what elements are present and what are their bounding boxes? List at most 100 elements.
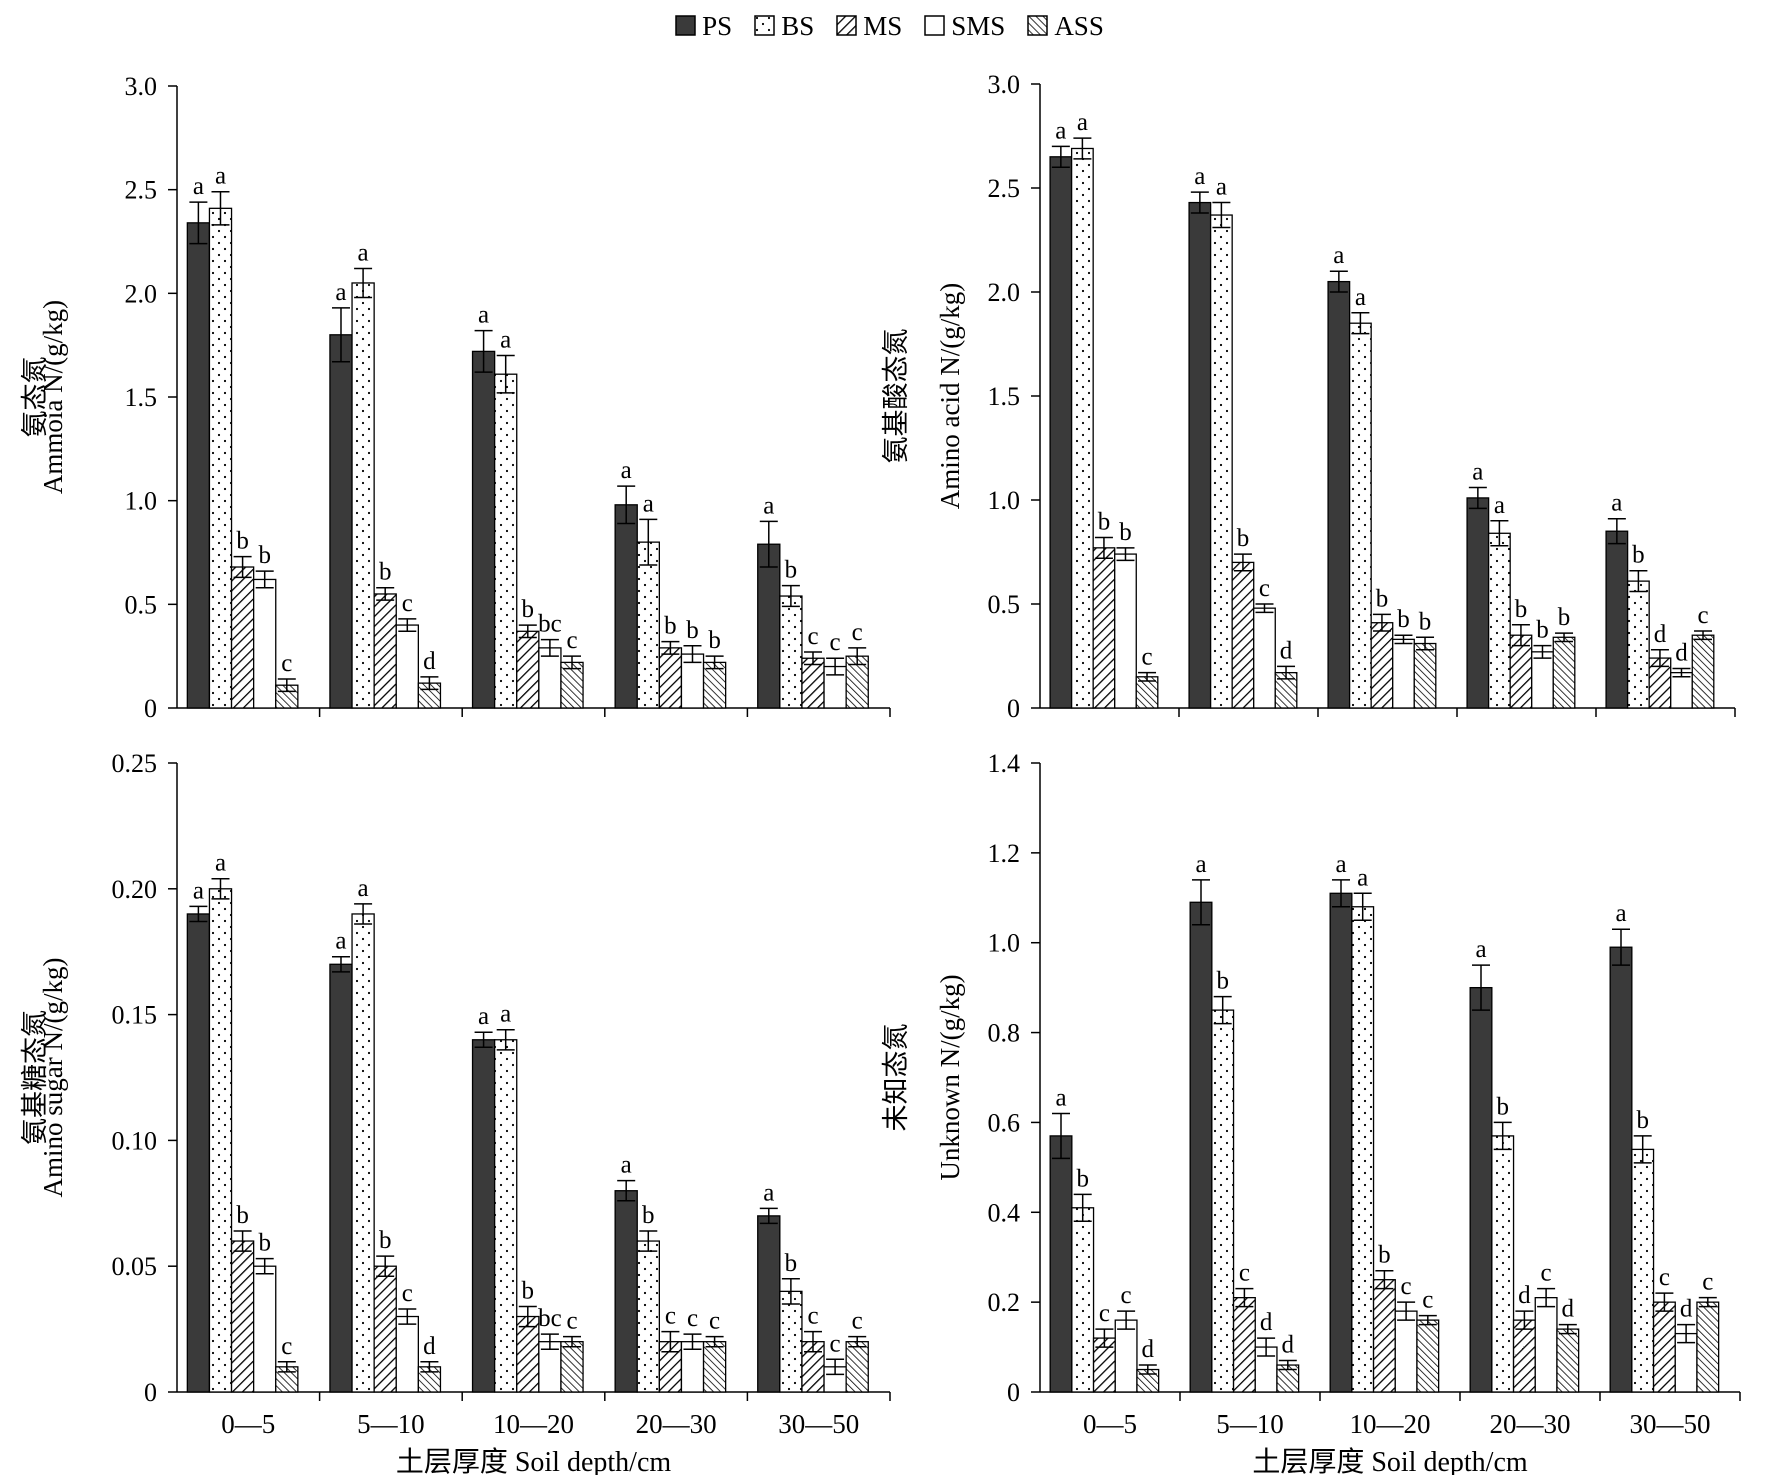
bar-ps (329, 963, 353, 1393)
bar-ass (702, 1341, 727, 1393)
significance-letter: d (1680, 1296, 1693, 1323)
bar-ms (1231, 561, 1255, 709)
bar-ps (186, 222, 211, 709)
y-axis-title-cn: 氨基糖态氮 (20, 1010, 50, 1145)
y-axis-title-cn: 氨态氮 (20, 357, 50, 438)
bar-bs (779, 1290, 803, 1393)
bar-ms (801, 657, 825, 709)
significance-letter: c (709, 1308, 720, 1335)
bar-ass (1696, 1301, 1720, 1393)
significance-letter: a (1355, 284, 1366, 311)
legend-swatch-bs (754, 15, 775, 36)
significance-letter: b (1237, 525, 1250, 552)
bar-sms (1114, 1319, 1138, 1393)
y-tick-label: 0.05 (112, 1252, 158, 1281)
bar-ps (1188, 201, 1212, 709)
bar-ms (658, 647, 683, 709)
significance-letter: a (1335, 851, 1346, 878)
significance-letter: a (500, 327, 511, 354)
significance-letter: b (379, 1227, 392, 1254)
significance-letter: d (1260, 1309, 1273, 1336)
significance-letter: c (566, 627, 577, 654)
significance-letter: a (478, 1003, 489, 1030)
bar-ms (1512, 1319, 1536, 1393)
bar-bs (1626, 580, 1650, 709)
significance-letter: a (215, 163, 226, 190)
bar-ass (845, 1341, 869, 1393)
bar-sms (1253, 607, 1276, 709)
significance-letter: d (1654, 621, 1667, 648)
significance-letter: a (1077, 109, 1088, 136)
significance-letter: b (236, 528, 249, 555)
legend-item-sms: SMS (924, 12, 1005, 40)
y-tick-label: 0.20 (112, 875, 158, 904)
x-tick-label: 0—5 (221, 1409, 275, 1439)
significance-letter: b (642, 1202, 655, 1229)
bar-bs (1209, 214, 1233, 709)
bar-sms (252, 578, 277, 709)
bar-ass (1552, 636, 1576, 709)
significance-letter: a (1475, 936, 1486, 963)
significance-letter: a (193, 173, 204, 200)
bar-bs (351, 913, 375, 1393)
bar-ps (1609, 946, 1633, 1393)
bar-bs (1351, 906, 1375, 1393)
significance-letter: c (1697, 602, 1708, 629)
significance-letter: c (830, 1330, 841, 1357)
y-tick-label: 1.4 (988, 749, 1021, 778)
significance-letter: c (281, 1333, 292, 1360)
bar-sms (1114, 553, 1137, 709)
y-tick-label: 0.5 (988, 590, 1021, 619)
y-tick-label: 0.8 (988, 1019, 1021, 1048)
significance-letter: c (281, 650, 292, 677)
x-tick-label: 10—20 (1350, 1409, 1431, 1439)
y-tick-label: 1.0 (125, 487, 158, 516)
significance-letter: a (1055, 117, 1066, 144)
bar-ms (1652, 1301, 1676, 1393)
significance-letter: c (830, 629, 841, 656)
significance-letter: a (621, 1152, 632, 1179)
bar-bs (1631, 1148, 1655, 1393)
significance-letter: d (1142, 1336, 1155, 1363)
significance-letter: c (1141, 644, 1152, 671)
significance-letter: b (1376, 585, 1389, 612)
significance-letter: bc (538, 611, 562, 638)
significance-letter: d (1518, 1282, 1531, 1309)
x-tick-label: 20—30 (1490, 1409, 1571, 1439)
significance-letter: c (687, 1305, 698, 1332)
significance-letter: b (1397, 606, 1410, 633)
bar-ms (516, 1315, 540, 1393)
significance-letter: b (1378, 1242, 1391, 1269)
bar-ps (471, 350, 496, 709)
bar-ps (757, 1215, 781, 1393)
significance-letter: a (500, 1001, 511, 1028)
significance-letter: c (807, 623, 818, 650)
significance-letter: a (1055, 1084, 1066, 1111)
bar-bs (493, 1039, 518, 1393)
significance-letter: b (1119, 519, 1132, 546)
legend-label-ass: ASS (1054, 10, 1104, 41)
significance-letter: c (566, 1308, 577, 1335)
y-tick-label: 0.2 (988, 1288, 1021, 1317)
y-tick-label: 2.0 (988, 278, 1021, 307)
x-tick-label: 30—50 (1630, 1409, 1711, 1439)
significance-letter: c (1702, 1269, 1713, 1296)
y-tick-label: 1.5 (125, 383, 158, 412)
bar-ms (230, 1240, 255, 1393)
significance-letter: c (1541, 1260, 1552, 1287)
y-tick-label: 0.15 (112, 1001, 158, 1030)
bar-bs (1211, 1009, 1235, 1393)
bar-ps (1469, 986, 1493, 1393)
significance-letter: b (1496, 1093, 1509, 1120)
bar-ms (516, 630, 540, 709)
significance-letter: d (1280, 637, 1293, 664)
significance-letter: b (522, 596, 535, 623)
y-axis-title: Ammoia N/(g/kg) (38, 300, 68, 494)
bar-sms (252, 1265, 277, 1393)
bar-sms (1394, 1310, 1418, 1393)
significance-letter: a (335, 279, 346, 306)
significance-letter: c (1099, 1300, 1110, 1327)
significance-letter: a (358, 239, 369, 266)
significance-letter: b (258, 1230, 271, 1257)
